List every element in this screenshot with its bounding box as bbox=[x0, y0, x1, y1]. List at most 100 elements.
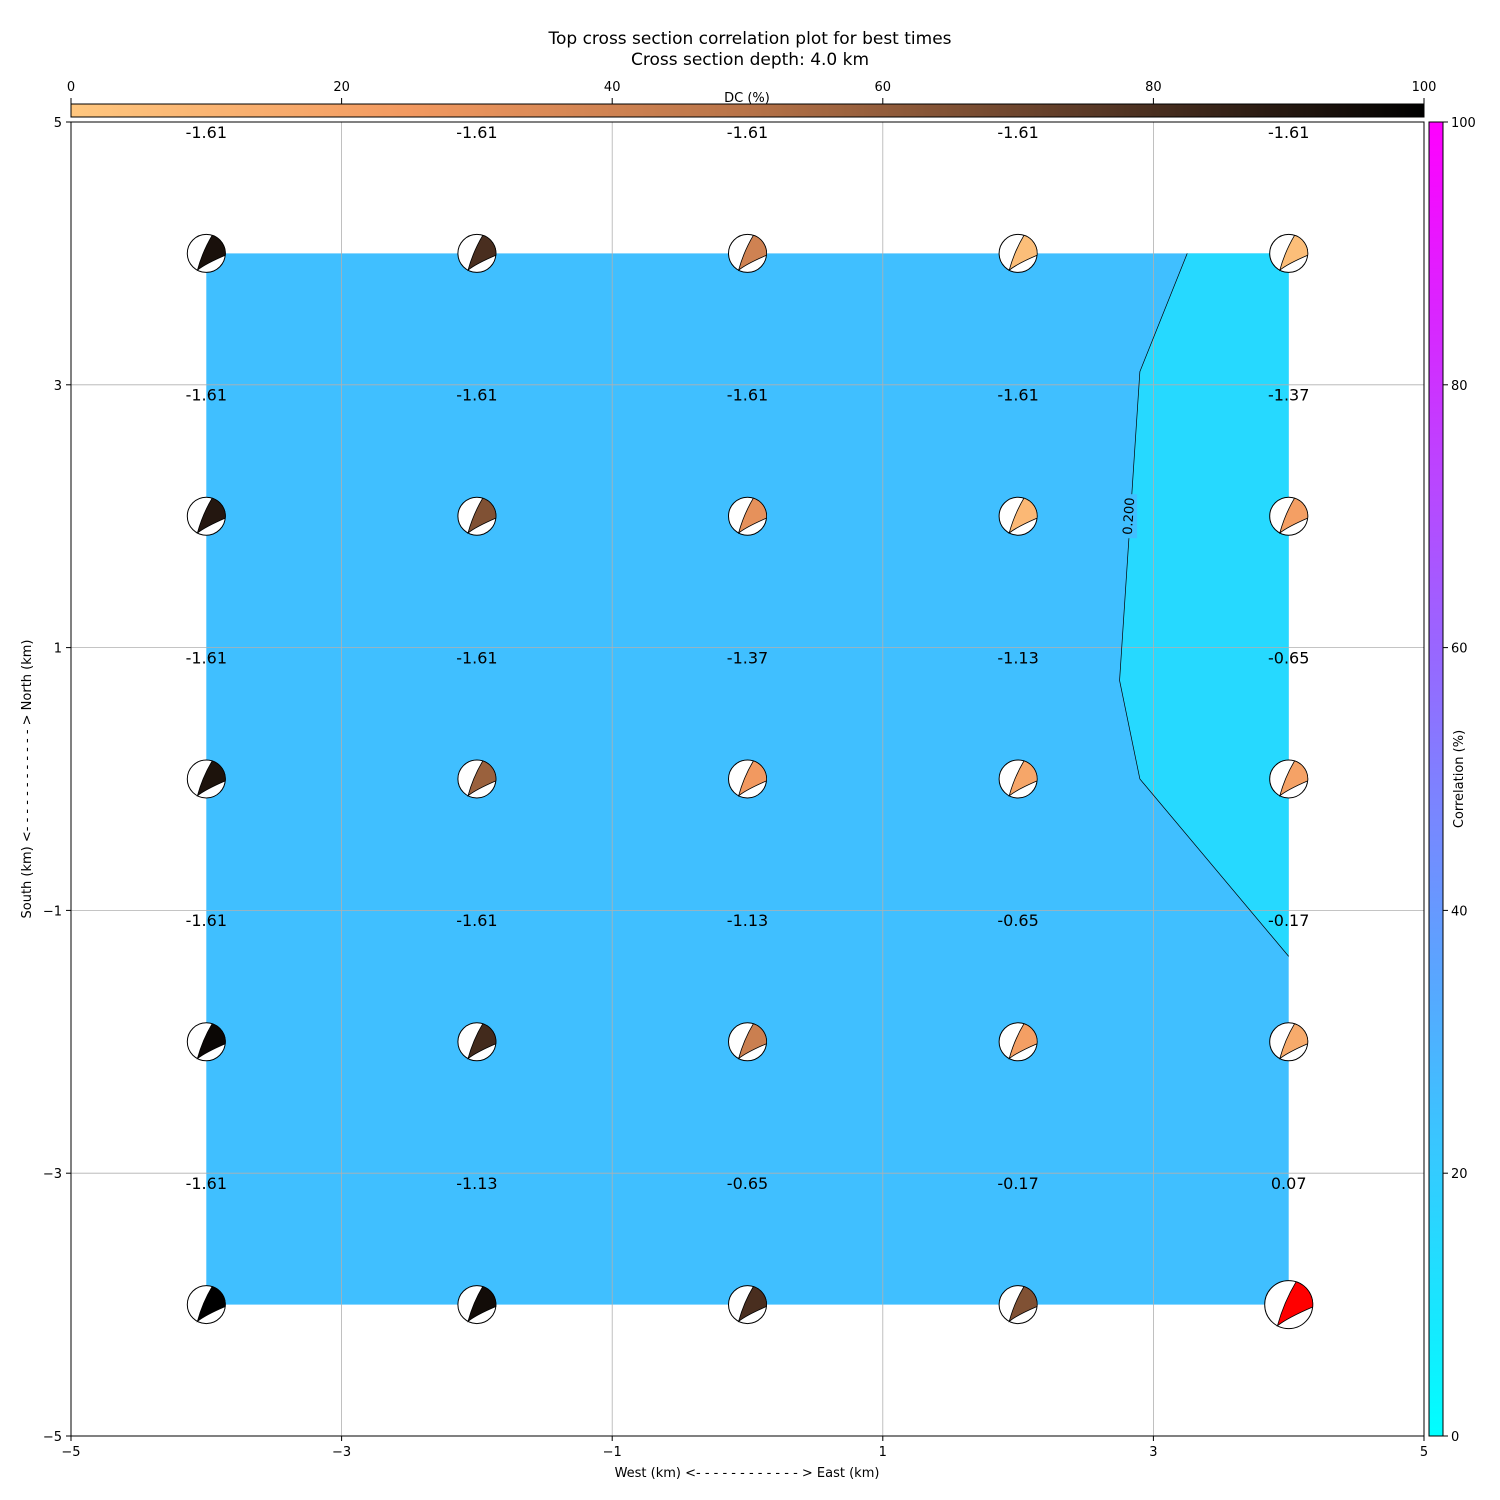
dc-tick-label: 20 bbox=[333, 80, 350, 95]
beachball-compression bbox=[1008, 760, 1038, 797]
beachball-marker bbox=[998, 1022, 1038, 1062]
cell-value-label: -1.61 bbox=[186, 648, 227, 667]
chart-subtitle: Cross section depth: 4.0 km bbox=[631, 50, 869, 70]
beachball-marker bbox=[1269, 1022, 1309, 1062]
beachball-marker bbox=[457, 496, 497, 536]
beachball-compression bbox=[1279, 497, 1309, 535]
cell-value-label: -1.37 bbox=[1268, 386, 1309, 405]
contour-level-label: 0.200 bbox=[1121, 497, 1139, 535]
beachball-marker bbox=[457, 233, 497, 273]
correlation-tick-label: 60 bbox=[1451, 642, 1468, 657]
beachball-marker bbox=[1269, 233, 1309, 273]
dc-tick-label: 80 bbox=[1145, 80, 1162, 95]
beachball-compression bbox=[196, 497, 226, 535]
beachball-compression bbox=[1279, 1023, 1309, 1060]
beachball-compression bbox=[1008, 1286, 1038, 1323]
beachball-marker bbox=[457, 759, 497, 799]
beachball-marker bbox=[457, 1022, 497, 1062]
beachball-marker bbox=[728, 1285, 767, 1325]
dc-colorbar: DC (%) 0 20 40 60 80 100 bbox=[67, 80, 1437, 118]
y-tick-label: −1 bbox=[43, 904, 62, 919]
dc-colorbar-gradient bbox=[70, 103, 1425, 118]
cell-value-label: -0.65 bbox=[727, 1174, 768, 1193]
dc-tick-label: 40 bbox=[604, 80, 621, 95]
beachball-compression bbox=[1008, 497, 1038, 535]
cell-value-label: -1.61 bbox=[727, 123, 768, 142]
cell-value-label: -1.61 bbox=[186, 1174, 227, 1193]
beachball-marker bbox=[1264, 1280, 1314, 1330]
beachball-marker bbox=[1269, 759, 1309, 799]
cell-value-label: -0.65 bbox=[1268, 648, 1309, 667]
cell-value-label: -1.61 bbox=[456, 648, 497, 667]
correlation-colorbar-gradient bbox=[1428, 121, 1444, 1437]
beachball-marker bbox=[998, 759, 1038, 799]
beachball-compression bbox=[737, 760, 767, 797]
dc-tick-label: 60 bbox=[875, 80, 892, 95]
beachball-compression bbox=[737, 497, 767, 535]
y-tick-label: 3 bbox=[54, 379, 62, 394]
dc-tick-label: 0 bbox=[67, 80, 75, 95]
beachball-compression bbox=[467, 1023, 497, 1060]
contour-line bbox=[1119, 253, 1289, 957]
dc-tick-label: 100 bbox=[1412, 80, 1437, 95]
beachball-compression bbox=[1279, 234, 1309, 272]
correlation-colorbar-label: Correlation (%) bbox=[1452, 730, 1467, 828]
cell-value-label: -1.13 bbox=[727, 911, 768, 930]
beachball-marker bbox=[186, 1285, 226, 1325]
beachball-compression bbox=[1276, 1281, 1314, 1327]
beachball-compression bbox=[1008, 234, 1038, 272]
cell-value-label: -1.61 bbox=[997, 123, 1038, 142]
plot-frame bbox=[70, 121, 1425, 1437]
correlation-fill-high bbox=[1119, 253, 1289, 957]
cell-value-label: -0.17 bbox=[997, 1174, 1038, 1193]
y-tick-label: 1 bbox=[54, 642, 62, 657]
cell-value-label: -0.65 bbox=[997, 911, 1038, 930]
cell-value-label: -1.13 bbox=[456, 1174, 497, 1193]
beachball-compression bbox=[467, 1286, 497, 1323]
beachball-marker bbox=[186, 496, 226, 536]
cell-value-label: -1.61 bbox=[186, 386, 227, 405]
correlation-tick-label: 100 bbox=[1451, 116, 1476, 131]
cell-value-label: -1.37 bbox=[727, 648, 768, 667]
beachball-marker bbox=[186, 759, 226, 799]
beachball-compression bbox=[196, 1023, 226, 1060]
beachball-marker bbox=[728, 1022, 767, 1062]
cell-value-label: -1.61 bbox=[186, 123, 227, 142]
cell-value-label: -0.17 bbox=[1268, 911, 1309, 930]
beachball-marker bbox=[457, 1285, 497, 1325]
y-tick-label: 5 bbox=[54, 116, 62, 131]
beachball-marker bbox=[998, 1285, 1038, 1325]
chart-title: Top cross section correlation plot for b… bbox=[547, 29, 951, 49]
beachball-compression bbox=[1008, 1023, 1038, 1060]
x-tick-label: 3 bbox=[1149, 1445, 1157, 1460]
beachball-marker bbox=[186, 233, 226, 273]
correlation-colorbar: Correlation (%) 0 20 40 60 80 100 bbox=[1428, 116, 1476, 1445]
beachball-marker bbox=[186, 1022, 226, 1062]
cell-value-label: -1.13 bbox=[997, 648, 1038, 667]
dc-colorbar-label: DC (%) bbox=[724, 91, 770, 106]
cell-value-label: -1.61 bbox=[997, 386, 1038, 405]
beachball-compression bbox=[1279, 760, 1309, 797]
x-tick-label: 1 bbox=[879, 1445, 887, 1460]
correlation-tick-label: 80 bbox=[1451, 379, 1468, 394]
beachball-compression bbox=[467, 234, 497, 272]
beachball-marker bbox=[998, 233, 1038, 273]
cell-value-label: -1.61 bbox=[456, 911, 497, 930]
cell-value-label: -1.61 bbox=[727, 386, 768, 405]
x-tick-label: −5 bbox=[61, 1445, 80, 1460]
beachball-marker bbox=[1269, 496, 1309, 536]
correlation-tick-label: 40 bbox=[1451, 904, 1468, 919]
x-tick-label: −3 bbox=[332, 1445, 351, 1460]
beachball-compression bbox=[196, 760, 226, 797]
beachball-compression bbox=[737, 1286, 767, 1323]
plot-area: 0.200 -1.61 -1.61 -1.61 -1.61 -1.61 -1.61 -1.6… bbox=[43, 116, 1428, 1460]
beachball-compression bbox=[467, 760, 497, 797]
y-axis-label: South (km) <- - - - - - - - - - - - > No… bbox=[20, 639, 35, 918]
beachball-compression bbox=[196, 234, 226, 272]
beachball-compression bbox=[737, 1023, 767, 1060]
beachball-marker bbox=[728, 759, 767, 799]
cell-value-label: -1.61 bbox=[1268, 123, 1309, 142]
correlation-tick-label: 0 bbox=[1451, 1430, 1459, 1445]
beachball-compression bbox=[196, 1286, 226, 1323]
